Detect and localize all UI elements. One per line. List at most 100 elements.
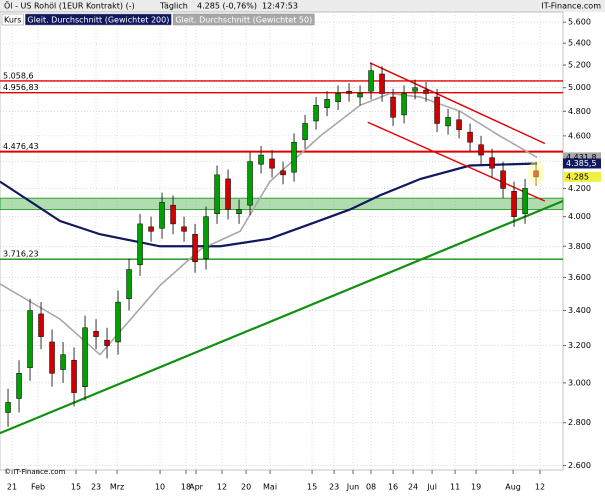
y-tick-label: 4.200 — [568, 184, 591, 193]
support-band — [0, 197, 564, 210]
candle-body — [313, 105, 319, 122]
candle-body — [478, 144, 484, 156]
y-tick-label: 3.200 — [568, 341, 591, 350]
y-tick-label: 5.400 — [568, 39, 591, 48]
candle-body — [390, 96, 396, 118]
legend-box[interactable] — [173, 13, 315, 26]
x-tick-label: 23 — [91, 483, 101, 492]
quote: 4.285 (-0,76%) — [197, 2, 257, 11]
brand: IT-Finance.com — [541, 2, 601, 11]
candle-body — [401, 93, 407, 116]
x-tick-label: 12 — [535, 483, 545, 492]
last-value-box — [563, 171, 601, 182]
x-tick-label: Jul — [426, 483, 437, 492]
candle-body — [379, 73, 385, 94]
y-tick-label: 3.400 — [568, 306, 591, 315]
x-tick-label: 19 — [471, 483, 481, 492]
candle-body — [456, 119, 462, 130]
legend-label[interactable]: Gleit. Durchschnitt (Gewichtet 200) — [27, 16, 169, 25]
candle-body — [522, 188, 528, 215]
chart-title: Öl - US Rohöl (1EUR Kontrakt) (-) — [4, 1, 135, 11]
last-value-box — [563, 152, 601, 163]
candle-body — [192, 233, 198, 262]
last-value-label: 4.385,5 — [566, 159, 597, 168]
candle-body — [335, 93, 341, 102]
highlight — [528, 160, 545, 185]
x-tick-label: 18 — [181, 483, 191, 492]
candle-body — [291, 141, 297, 173]
candle-body — [115, 301, 121, 343]
level-label: 5.058,6 — [3, 71, 34, 80]
x-tick-label: Jun — [346, 483, 360, 492]
last-value-label: 4.285 — [566, 172, 589, 181]
candle-body — [533, 170, 539, 178]
y-tick-label: 3.000 — [568, 378, 591, 387]
candle-body — [27, 310, 33, 368]
legend-box[interactable] — [1, 13, 24, 26]
y-tick-label: 5.600 — [568, 18, 591, 27]
copyright: © IT-Finance.com — [4, 468, 66, 476]
candle-body — [236, 209, 242, 215]
x-tick-label: 21 — [7, 483, 17, 492]
candle-body — [203, 216, 209, 259]
y-tick-label: 5.200 — [568, 61, 591, 70]
candle-body — [159, 202, 165, 229]
candle-body — [148, 226, 154, 232]
candle-body — [280, 170, 286, 176]
candle-body — [60, 354, 66, 370]
candle-body — [467, 131, 473, 143]
candle-body — [38, 313, 44, 337]
x-tick-label: Feb — [31, 483, 45, 492]
y-tick-label: 4.800 — [568, 107, 591, 116]
candle-body — [49, 341, 55, 374]
time: 12:47:53 — [262, 2, 298, 11]
candle-body — [357, 93, 363, 98]
legend-box[interactable] — [25, 13, 172, 26]
last-value-box — [563, 158, 601, 169]
candle-body — [104, 339, 110, 346]
trendline — [0, 199, 564, 435]
x-tick-label: Mai — [263, 483, 277, 492]
x-tick-label: Apr — [189, 483, 204, 492]
candle-body — [5, 402, 11, 413]
y-tick-label: 2.600 — [568, 461, 591, 470]
y-tick-label: 2.800 — [568, 418, 591, 427]
x-tick-label: 20 — [241, 483, 251, 492]
x-tick-label: Aug — [505, 483, 521, 492]
x-tick-label: 16 — [388, 483, 398, 492]
x-tick-label: 11 — [450, 483, 460, 492]
candle-body — [247, 161, 253, 206]
candle-body — [16, 373, 22, 399]
candle-body — [423, 89, 429, 94]
level-label: 4.476,43 — [3, 142, 39, 151]
candle-body — [214, 174, 220, 215]
candle-body — [71, 359, 77, 393]
candle-body — [82, 327, 88, 387]
legend-label[interactable]: Kurs — [4, 16, 21, 25]
x-tick-label: 15 — [307, 483, 317, 492]
candle-body — [500, 170, 506, 189]
candle-body — [181, 226, 187, 232]
x-tick-label: 12 — [217, 483, 227, 492]
moving-average — [0, 162, 538, 248]
candle-body — [225, 178, 231, 210]
candle-body — [93, 331, 99, 337]
candle-body — [445, 117, 451, 127]
x-tick-label: Mrz — [110, 483, 124, 492]
last-value-label: 4.431,8 — [566, 153, 597, 162]
y-tick-label: 3.600 — [568, 273, 591, 282]
y-tick-label: 4.000 — [568, 212, 591, 221]
candle-body — [489, 157, 495, 169]
legend-label[interactable]: Gleit. Durchschnitt (Gewichtet 50) — [175, 16, 312, 25]
y-tick-label: 3.800 — [568, 242, 591, 251]
level-label: 3.716,23 — [3, 250, 39, 259]
y-tick-label: 5.000 — [568, 83, 591, 92]
candle-body — [412, 87, 418, 92]
candle-body — [258, 154, 264, 165]
candle-body — [324, 99, 330, 108]
y-tick-label: 4.600 — [568, 131, 591, 140]
candle-body — [511, 190, 517, 217]
x-tick-label: 24 — [408, 483, 418, 492]
